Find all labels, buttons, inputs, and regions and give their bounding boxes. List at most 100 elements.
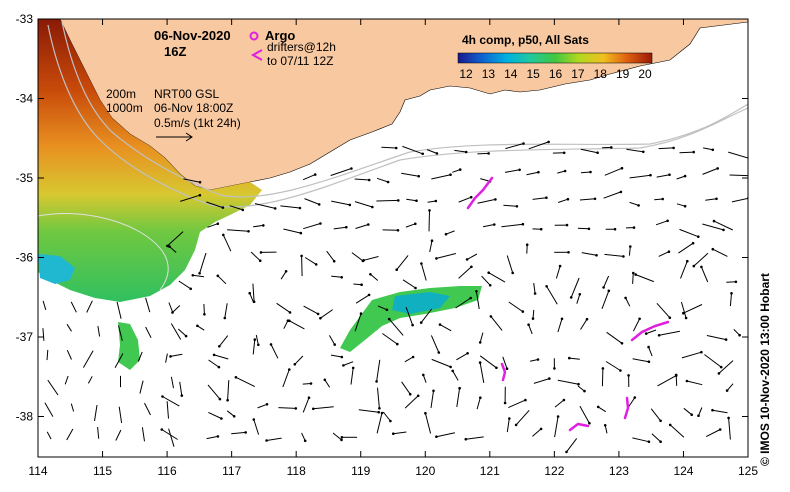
current-vector <box>137 351 143 362</box>
current-vector <box>278 407 296 409</box>
current-vector-head <box>314 263 318 266</box>
current-vector-head <box>168 245 171 248</box>
current-vector-head <box>444 232 448 236</box>
current-vector-head <box>634 273 637 276</box>
current-vector <box>253 419 260 435</box>
current-vector <box>604 253 624 257</box>
current-vector-head <box>417 174 421 178</box>
current-vector-head <box>216 435 220 438</box>
current-vector <box>253 224 264 228</box>
current-vector <box>376 199 399 202</box>
current-vector-head <box>620 166 624 170</box>
current-vector-head <box>489 315 493 318</box>
current-vector-head <box>674 373 678 377</box>
current-vector-head <box>503 401 507 405</box>
current-vector <box>302 397 310 413</box>
sst-offshore-patch <box>340 286 482 352</box>
current-vector <box>554 399 565 408</box>
lat-tick-label: -33 <box>16 12 34 26</box>
current-scale-label: 0.5m/s (1kt 24h) <box>154 116 241 130</box>
current-vector <box>532 197 547 200</box>
current-vector <box>702 167 718 175</box>
current-vector <box>632 437 650 443</box>
current-vector-head <box>558 264 562 268</box>
current-vector-head <box>435 257 438 260</box>
current-vector <box>712 409 728 414</box>
current-vector <box>197 325 205 331</box>
map-date: 06-Nov-2020 <box>154 28 231 43</box>
current-vector-head <box>303 439 307 443</box>
current-vector <box>393 431 407 435</box>
current-vector <box>249 293 255 303</box>
current-vector <box>454 149 467 153</box>
current-vector-head <box>475 290 478 293</box>
sst-blue-patch <box>38 254 75 284</box>
current-vector <box>303 223 321 230</box>
colorbar-tick-label: 15 <box>526 67 540 81</box>
current-vector-head <box>565 223 569 227</box>
current-vector <box>686 380 703 386</box>
current-vector-head <box>241 208 245 212</box>
current-vector-head <box>718 428 722 431</box>
current-vector <box>557 170 566 174</box>
current-vector <box>479 355 497 369</box>
current-vector <box>422 374 427 383</box>
current-vector-head <box>367 293 371 297</box>
isobath-200m-label: 200m <box>106 87 136 101</box>
current-vector-head <box>619 369 622 372</box>
current-vector-head <box>416 394 420 398</box>
current-vector-head <box>712 219 716 223</box>
current-vector <box>629 201 639 206</box>
current-vector <box>162 396 180 407</box>
current-vector-head <box>619 190 623 194</box>
current-vector-head <box>253 338 257 341</box>
current-vector <box>557 318 563 333</box>
current-vector <box>456 388 461 407</box>
current-vector-head <box>683 174 687 178</box>
current-vector <box>70 403 75 412</box>
current-vector <box>235 376 256 388</box>
current-vector <box>170 376 174 389</box>
current-vector-head <box>691 241 695 245</box>
current-vector-head <box>620 342 624 345</box>
current-vector <box>203 303 205 315</box>
current-vector-head <box>647 440 651 444</box>
lat-tick-label: -37 <box>16 330 34 344</box>
current-vector-head <box>432 389 435 393</box>
argo-label: Argo <box>265 28 295 43</box>
current-vector-head <box>578 293 582 296</box>
current-vector-head <box>533 292 537 295</box>
current-vector <box>632 318 641 332</box>
current-vector-head <box>415 199 418 202</box>
current-vector <box>208 411 222 419</box>
current-vector <box>161 429 178 440</box>
current-vector-head <box>603 424 607 427</box>
current-vector-head <box>203 313 206 316</box>
current-vector <box>276 302 291 313</box>
drifter-track-1 <box>466 176 494 210</box>
current-vector <box>396 255 409 271</box>
current-vector-head <box>647 345 650 349</box>
current-vector <box>168 302 174 314</box>
current-vector-head <box>487 152 490 155</box>
current-vector <box>406 198 417 202</box>
current-vector-head <box>221 206 225 209</box>
current-vector <box>294 355 304 365</box>
current-vector-head <box>633 396 637 399</box>
current-vector-head <box>348 203 352 207</box>
current-vector-head <box>449 365 452 369</box>
current-vector <box>97 326 101 337</box>
scale-arrow-icon <box>156 132 193 142</box>
current-vector <box>658 147 674 150</box>
current-vector <box>650 408 661 422</box>
isobath-1000m <box>61 21 748 198</box>
current-vector <box>424 413 432 434</box>
current-vector <box>313 406 334 410</box>
current-vector <box>626 148 644 153</box>
current-vector <box>529 359 539 362</box>
current-vector <box>427 200 436 203</box>
current-vector-head <box>560 317 564 321</box>
current-vector <box>479 362 485 383</box>
current-vector <box>629 174 651 179</box>
colorbar <box>457 52 653 64</box>
